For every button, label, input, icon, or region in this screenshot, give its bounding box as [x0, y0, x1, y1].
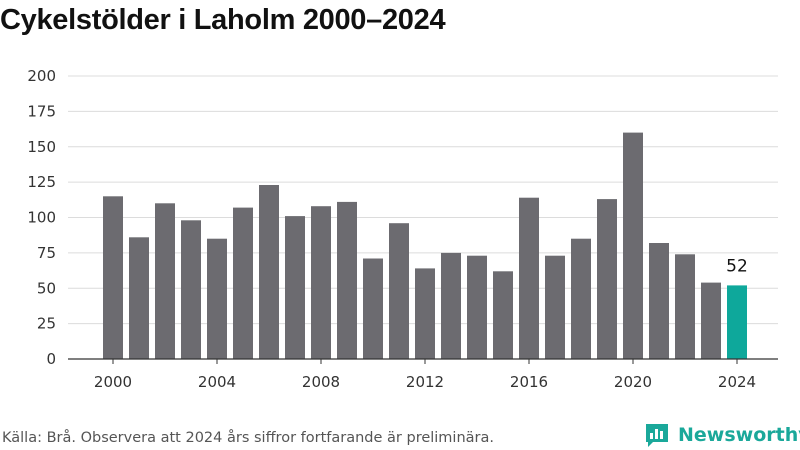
bar-2020 — [623, 132, 643, 359]
y-tick-label: 200 — [27, 67, 56, 85]
newsworthy-logo-icon — [646, 424, 668, 447]
bar-2009 — [337, 201, 357, 359]
x-tick-label: 2024 — [718, 373, 756, 391]
bar-2010 — [363, 258, 383, 359]
bar-2001 — [129, 237, 149, 359]
bar-2023 — [701, 282, 721, 359]
y-tick-label: 150 — [27, 138, 56, 156]
y-tick-label: 125 — [27, 173, 56, 191]
bar-2012 — [415, 268, 435, 359]
y-tick-label: 0 — [46, 350, 56, 368]
bar-2022 — [675, 254, 695, 359]
y-tick-label: 75 — [37, 244, 56, 262]
brand-name: Newsworthy — [678, 424, 800, 446]
chart-title: Cykelstölder i Laholm 2000–2024 — [0, 4, 446, 36]
brand-logo: Newsworthy — [644, 420, 800, 450]
bar-2002 — [155, 203, 175, 359]
bar-2011 — [389, 223, 409, 359]
bars — [103, 132, 747, 359]
y-tick-label: 25 — [37, 315, 56, 333]
y-tick-label: 50 — [37, 279, 56, 297]
bar-2021 — [649, 243, 669, 359]
x-tick-label: 2020 — [614, 373, 652, 391]
bar-2007 — [285, 216, 305, 359]
bar-2003 — [181, 220, 201, 359]
bar-2000 — [103, 196, 123, 359]
bar-2024 — [727, 285, 747, 359]
source-note: Källa: Brå. Observera att 2024 års siffr… — [2, 430, 494, 446]
x-tick-label: 2008 — [302, 373, 340, 391]
y-tick-label: 100 — [27, 209, 56, 227]
bar-2018 — [571, 238, 591, 359]
data-label-2024: 52 — [726, 256, 748, 276]
x-tick-label: 2000 — [94, 373, 132, 391]
bar-2014 — [467, 255, 487, 359]
x-tick-label: 2004 — [198, 373, 236, 391]
y-axis-ticks: 0 25 50 75 100 125 150 175 200 — [27, 67, 56, 368]
bar-2015 — [493, 271, 513, 359]
y-tick-label: 175 — [27, 102, 56, 120]
x-axis-ticks: 2000 2004 2008 2012 2016 2020 2024 — [94, 359, 756, 391]
bar-2006 — [259, 185, 279, 359]
x-tick-label: 2016 — [510, 373, 548, 391]
x-tick-label: 2012 — [406, 373, 444, 391]
bar-2004 — [207, 238, 227, 359]
bar-2008 — [311, 206, 331, 359]
bar-2013 — [441, 252, 461, 359]
bar-2005 — [233, 207, 253, 359]
bar-2017 — [545, 255, 565, 359]
bar-2019 — [597, 199, 617, 359]
bar-2016 — [519, 197, 539, 359]
